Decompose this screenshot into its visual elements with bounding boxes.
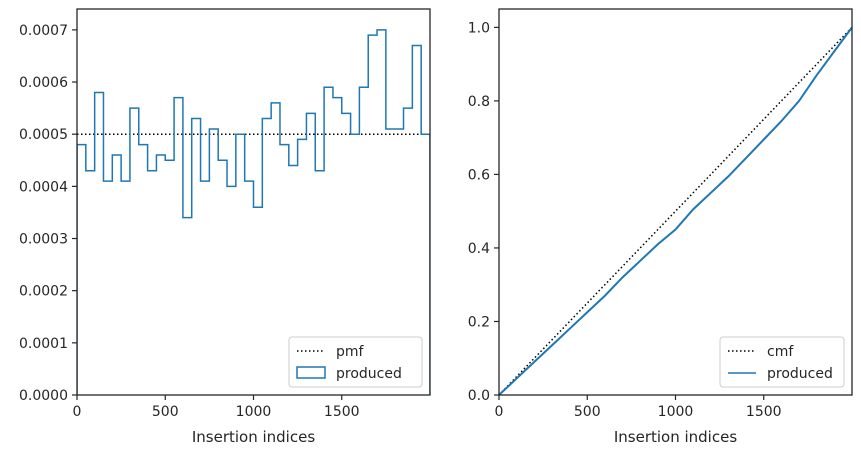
x-tick-label: 0 bbox=[495, 404, 504, 420]
plot-area bbox=[77, 29, 430, 395]
series-produced bbox=[77, 29, 430, 395]
y-tick-label: 0.8 bbox=[468, 94, 490, 110]
y-tick-label: 0.0 bbox=[468, 388, 490, 404]
legend: pmf produced bbox=[288, 336, 423, 388]
y-tick-label: 0.6 bbox=[468, 167, 490, 183]
y-tick-label: 0.0007 bbox=[19, 23, 68, 39]
y-tick-label: 0.0002 bbox=[19, 284, 68, 300]
y-tick-label: 0.0003 bbox=[19, 232, 68, 248]
y-tick-label: 0.0001 bbox=[19, 336, 68, 352]
series-cmf bbox=[499, 26, 852, 395]
chart-panel-2: 0 500 1000 1500 0.0 0.2 0.4 0.6 0.8 1.0 Insertion … bbox=[468, 8, 853, 446]
legend: cmf produced bbox=[719, 336, 845, 388]
y-tick-label: 0.4 bbox=[468, 241, 490, 257]
legend-label-produced: produced bbox=[336, 366, 402, 382]
legend-label-produced: produced bbox=[767, 366, 833, 382]
plot-area bbox=[499, 26, 852, 395]
legend-label-pmf: pmf bbox=[336, 344, 365, 360]
series-produced bbox=[499, 26, 852, 395]
chart-panel-1: 0 500 1000 1500 0.0000 0.0001 0.0002 0.0003 0.00… bbox=[19, 8, 431, 446]
x-tick-label: 1500 bbox=[324, 404, 360, 420]
x-tick-label: 500 bbox=[574, 404, 601, 420]
x-tick-label: 0 bbox=[73, 404, 82, 420]
x-tick-label: 1500 bbox=[746, 404, 782, 420]
x-tick-label: 500 bbox=[152, 404, 179, 420]
y-tick-label: 0.0004 bbox=[19, 179, 68, 195]
x-tick-label: 1000 bbox=[658, 404, 694, 420]
y-tick-label: 0.0006 bbox=[19, 75, 68, 91]
x-axis-label: Insertion indices bbox=[614, 428, 737, 446]
legend-label-cmf: cmf bbox=[767, 344, 794, 360]
x-axis-label: Insertion indices bbox=[192, 428, 315, 446]
x-tick-label: 1000 bbox=[236, 404, 272, 420]
y-tick-label: 1.0 bbox=[468, 20, 490, 36]
y-tick-label: 0.0005 bbox=[19, 127, 68, 143]
y-tick-label: 0.2 bbox=[468, 314, 490, 330]
legend-swatch-produced bbox=[296, 366, 326, 379]
y-tick-label: 0.0000 bbox=[19, 388, 68, 404]
